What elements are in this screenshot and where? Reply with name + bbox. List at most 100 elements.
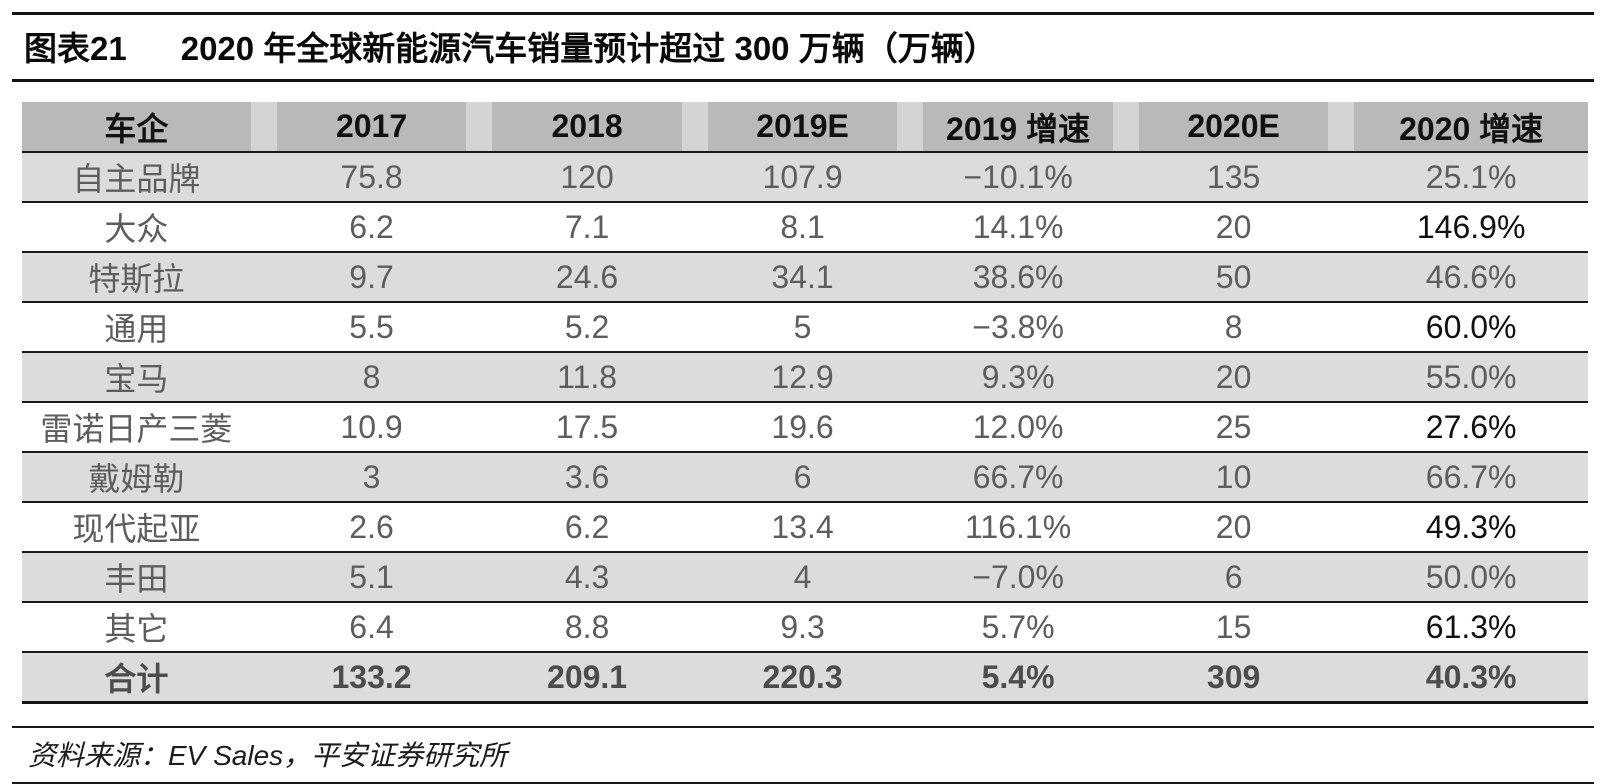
column-spacer: [1328, 301, 1355, 352]
column-spacer: [897, 451, 924, 502]
column-spacer: [250, 651, 277, 704]
cell-value: 38.6%: [923, 251, 1113, 302]
table-row: 特斯拉 9.7 24.6 34.1 38.6% 50 46.6%: [22, 251, 1588, 302]
cell-value: 120: [492, 151, 682, 202]
row-label: 特斯拉: [22, 251, 251, 302]
cell-value: 133.2: [276, 651, 467, 704]
row-label: 通用: [22, 301, 251, 352]
cell-value: 40.3%: [1354, 651, 1588, 704]
figure-title: 2020 年全球新能源汽车销量预计超过 300 万辆（万辆）: [180, 30, 997, 67]
column-spacer: [1328, 451, 1355, 502]
column-spacer: [466, 351, 493, 402]
cell-value: 3.6: [492, 451, 682, 502]
cell-value: −10.1%: [923, 151, 1113, 202]
column-spacer: [1112, 102, 1139, 152]
row-label: 其它: [22, 601, 251, 652]
column-spacer: [1112, 251, 1139, 302]
column-spacer: [681, 401, 708, 452]
table-row: 戴姆勒 3 3.6 6 66.7% 10 66.7%: [22, 451, 1588, 502]
figure-title-block: 图表21 2020 年全球新能源汽车销量预计超过 300 万辆（万辆）: [12, 12, 1594, 82]
cell-value: 55.0%: [1354, 351, 1588, 402]
column-header: 2018: [492, 102, 682, 152]
column-header: 2019 增速: [923, 102, 1113, 152]
column-spacer: [250, 401, 277, 452]
column-spacer: [1112, 201, 1139, 252]
cell-value: −7.0%: [923, 551, 1113, 602]
column-spacer: [466, 501, 493, 552]
cell-value: 20: [1138, 501, 1329, 552]
column-header: 2020 增速: [1354, 102, 1588, 152]
column-spacer: [681, 301, 708, 352]
row-label: 丰田: [22, 551, 251, 602]
cell-value: 5.1: [276, 551, 467, 602]
column-spacer: [897, 251, 924, 302]
cell-value: 24.6: [492, 251, 682, 302]
column-spacer: [1328, 601, 1355, 652]
column-spacer: [1328, 651, 1355, 704]
total-row: 合计 133.2 209.1 220.3 5.4% 309 40.3%: [22, 651, 1588, 704]
cell-value: 8: [1138, 301, 1329, 352]
column-spacer: [897, 102, 924, 152]
cell-value: 5: [707, 301, 898, 352]
cell-value: 66.7%: [923, 451, 1113, 502]
column-spacer: [250, 251, 277, 302]
table-row: 其它 6.4 8.8 9.3 5.7% 15 61.3%: [22, 601, 1588, 652]
column-spacer: [681, 151, 708, 202]
cell-value: 6.2: [492, 501, 682, 552]
column-spacer: [466, 651, 493, 704]
table-row: 大众 6.2 7.1 8.1 14.1% 20 146.9%: [22, 201, 1588, 252]
cell-value: 4.3: [492, 551, 682, 602]
column-spacer: [1112, 301, 1139, 352]
cell-value: 4: [707, 551, 898, 602]
column-spacer: [1328, 251, 1355, 302]
table-row: 宝马 8 11.8 12.9 9.3% 20 55.0%: [22, 351, 1588, 402]
row-label: 大众: [22, 201, 251, 252]
column-spacer: [897, 401, 924, 452]
cell-value: 46.6%: [1354, 251, 1588, 302]
column-spacer: [1112, 501, 1139, 552]
cell-value: 10: [1138, 451, 1329, 502]
row-label: 现代起亚: [22, 501, 251, 552]
cell-value: 15: [1138, 601, 1329, 652]
table-row: 自主品牌 75.8 120 107.9 −10.1% 135 25.1%: [22, 151, 1588, 202]
cell-value: 60.0%: [1354, 301, 1588, 352]
column-spacer: [897, 301, 924, 352]
cell-value: 20: [1138, 201, 1329, 252]
column-spacer: [897, 601, 924, 652]
cell-value: 116.1%: [923, 501, 1113, 552]
cell-value: 66.7%: [1354, 451, 1588, 502]
table-row: 通用 5.5 5.2 5 −3.8% 8 60.0%: [22, 301, 1588, 352]
header-row: 车企 2017 2018 2019E 2019 增速 2020E 2020 增速: [22, 102, 1588, 152]
column-spacer: [1328, 201, 1355, 252]
cell-value: 61.3%: [1354, 601, 1588, 652]
table-body: 自主品牌 75.8 120 107.9 −10.1% 135 25.1% 大众 6.2 7.1 8.…: [22, 151, 1588, 704]
cell-value: 9.7: [276, 251, 467, 302]
column-spacer: [466, 151, 493, 202]
cell-value: 12.0%: [923, 401, 1113, 452]
column-spacer: [250, 601, 277, 652]
cell-value: 2.6: [276, 501, 467, 552]
column-spacer: [681, 351, 708, 402]
column-spacer: [897, 151, 924, 202]
cell-value: 10.9: [276, 401, 467, 452]
cell-value: 6: [707, 451, 898, 502]
column-spacer: [1112, 651, 1139, 704]
cell-value: 6: [1138, 551, 1329, 602]
column-spacer: [1112, 551, 1139, 602]
row-label: 自主品牌: [22, 151, 251, 202]
column-spacer: [466, 201, 493, 252]
column-spacer: [897, 351, 924, 402]
cell-value: 17.5: [492, 401, 682, 452]
cell-value: 8.1: [707, 201, 898, 252]
column-spacer: [897, 551, 924, 602]
column-spacer: [1112, 601, 1139, 652]
table-row: 现代起亚 2.6 6.2 13.4 116.1% 20 49.3%: [22, 501, 1588, 552]
column-spacer: [897, 201, 924, 252]
column-spacer: [681, 601, 708, 652]
cell-value: 135: [1138, 151, 1329, 202]
column-spacer: [681, 201, 708, 252]
column-spacer: [1112, 151, 1139, 202]
cell-value: 5.5: [276, 301, 467, 352]
column-spacer: [681, 451, 708, 502]
cell-value: 5.7%: [923, 601, 1113, 652]
